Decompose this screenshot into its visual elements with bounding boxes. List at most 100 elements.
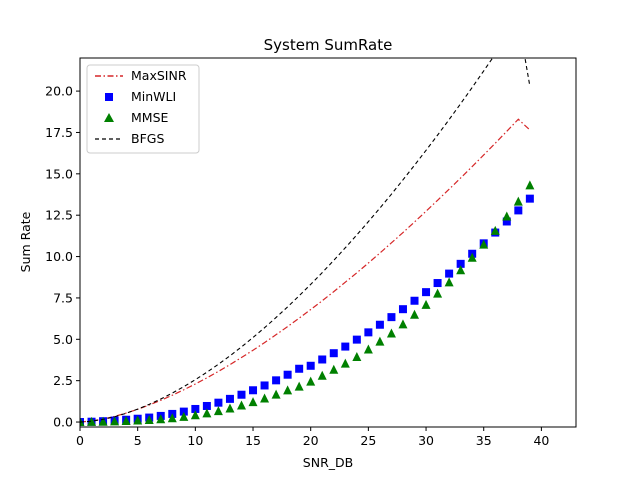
series-point-mmse: [144, 415, 154, 425]
series-point-minwli: [237, 390, 246, 399]
series-point-mmse: [502, 211, 512, 221]
series-point-mmse: [513, 196, 523, 206]
series-point-minwli: [283, 370, 292, 379]
series-point-mmse: [490, 225, 500, 235]
y-tick-label: 2.5: [53, 373, 73, 388]
series-point-minwli: [364, 328, 373, 337]
series-line-bfgs: [80, 58, 531, 423]
series-point-mmse: [271, 389, 281, 399]
y-tick-label: 7.5: [53, 290, 73, 305]
series-point-mmse: [87, 416, 97, 426]
series-point-mmse: [133, 415, 143, 425]
x-tick-label: 30: [418, 433, 434, 448]
series-point-minwli: [306, 361, 315, 370]
legend-box: [86, 64, 200, 154]
series-point-mmse: [444, 277, 454, 287]
series-point-minwli: [422, 288, 431, 297]
series-point-mmse: [110, 416, 120, 426]
series-point-minwli: [410, 296, 419, 305]
series-point-minwli: [387, 313, 396, 322]
series-line-maxsinr: [80, 118, 531, 423]
series-point-mmse: [340, 358, 350, 368]
series-point-minwli: [456, 259, 465, 268]
series-point-mmse: [121, 416, 131, 426]
series-point-minwli: [514, 206, 523, 215]
y-tick-label: 0.0: [53, 415, 73, 430]
legend-label-bfgs: BFGS: [131, 131, 164, 146]
y-tick-label: 15.0: [45, 166, 73, 181]
series-point-minwli: [445, 269, 454, 278]
series-point-mmse: [156, 414, 166, 424]
series-point-mmse: [317, 370, 327, 380]
x-tick-label: 20: [303, 433, 319, 448]
series-point-minwli: [375, 320, 384, 329]
x-tick-label: 25: [360, 433, 376, 448]
series-point-mmse: [479, 239, 489, 249]
series-point-mmse: [352, 352, 362, 362]
series-point-mmse: [179, 411, 189, 421]
series-point-mmse: [202, 408, 212, 418]
series-point-mmse: [525, 180, 535, 190]
series-point-mmse: [213, 406, 223, 416]
series-point-mmse: [375, 336, 385, 346]
legend-label-maxsinr: MaxSINR: [131, 68, 187, 83]
series-point-minwli: [398, 305, 407, 314]
y-axis-label: Sum Rate: [18, 211, 33, 272]
series-point-minwli: [249, 386, 258, 395]
series-point-minwli: [433, 279, 442, 288]
series-point-minwli: [318, 355, 327, 364]
series-point-mmse: [294, 381, 304, 391]
series-point-mmse: [98, 416, 108, 426]
y-tick-label: 12.5: [45, 208, 73, 223]
series-point-minwli: [191, 404, 200, 413]
series-point-mmse: [363, 344, 373, 354]
series-point-mmse: [433, 288, 443, 298]
y-tick-label: 5.0: [53, 332, 73, 347]
y-tick-label: 20.0: [45, 84, 73, 99]
series-point-mmse: [329, 364, 339, 374]
series-point-minwli: [352, 335, 361, 344]
series-point-minwli: [525, 194, 534, 203]
series-point-mmse: [467, 252, 477, 262]
series-point-minwli: [502, 217, 511, 226]
series-point-minwli: [272, 376, 281, 385]
series-point-minwli: [202, 401, 211, 410]
series-point-minwli: [329, 349, 338, 358]
x-tick-label: 40: [533, 433, 549, 448]
series-point-minwli: [225, 394, 234, 403]
legend-swatch-mmse: [104, 113, 114, 122]
series-point-mmse: [248, 397, 258, 407]
series-point-mmse: [167, 413, 177, 423]
plot-frame: [79, 57, 577, 428]
x-tick-label: 0: [76, 433, 84, 448]
x-tick-label: 10: [187, 433, 203, 448]
y-tick-label: 17.5: [45, 125, 73, 140]
series-point-mmse: [386, 328, 396, 338]
x-tick-label: 15: [245, 433, 261, 448]
x-tick-label: 35: [476, 433, 492, 448]
x-axis-ticks: 0 5 10 15 20 25 30 35 40: [76, 427, 549, 448]
legend: MaxSINR MinWLI MMSE BFGS: [86, 64, 200, 154]
series-point-minwli: [179, 407, 188, 416]
chart-title: System SumRate: [264, 36, 393, 54]
series-point-mmse: [306, 376, 316, 386]
series-point-minwli: [214, 398, 223, 407]
series-point-mmse: [236, 400, 246, 410]
series-point-mmse: [283, 385, 293, 395]
series-point-mmse: [225, 403, 235, 413]
series-point-mmse: [421, 299, 431, 309]
series-point-mmse: [456, 265, 466, 275]
legend-label-minwli: MinWLI: [131, 89, 176, 104]
series-layer: [80, 58, 535, 427]
series-point-mmse: [260, 393, 270, 403]
series-point-minwli: [260, 381, 269, 390]
series-point-mmse: [190, 410, 200, 420]
series-point-mmse: [398, 319, 408, 329]
y-tick-label: 10.0: [45, 249, 73, 264]
series-point-minwli: [295, 364, 304, 373]
y-axis-ticks: 0.0 2.5 5.0 7.5 10.0 12.5 15.0 17.5 20.0: [45, 84, 80, 430]
series-point-minwli: [341, 342, 350, 351]
legend-swatch-minwli: [105, 93, 113, 101]
x-axis-label: SNR_DB: [303, 455, 353, 470]
